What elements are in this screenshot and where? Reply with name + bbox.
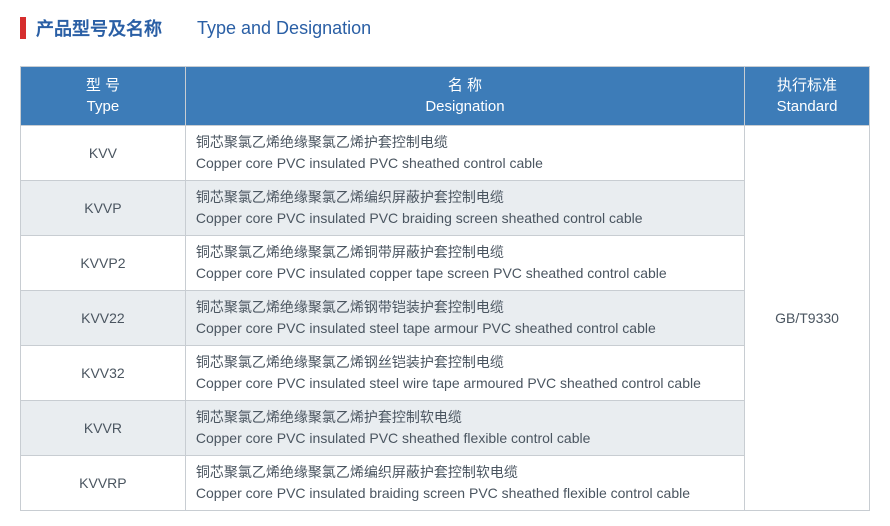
desig-en: Copper core PVC insulated PVC braiding s… <box>196 210 643 226</box>
heading-cn: 产品型号及名称 <box>36 15 162 41</box>
cell-type: KVVP <box>21 181 186 236</box>
header-std-cn: 执行标准 <box>777 77 837 94</box>
header-desig-cn: 名 称 <box>448 77 482 94</box>
table-row: KVVP 铜芯聚氯乙烯绝缘聚氯乙烯编织屏蔽护套控制电缆 Copper core PV… <box>21 181 870 236</box>
header-row: 型 号 Type 名 称 Designation 执行标准 Standard <box>21 67 870 126</box>
desig-cn: 铜芯聚氯乙烯绝缘聚氯乙烯护套控制软电缆 <box>196 409 462 425</box>
header-designation: 名 称 Designation <box>185 67 744 126</box>
desig-cn: 铜芯聚氯乙烯绝缘聚氯乙烯钢带铠装护套控制电缆 <box>196 299 504 315</box>
desig-cn: 铜芯聚氯乙烯绝缘聚氯乙烯编织屏蔽护套控制软电缆 <box>196 464 518 480</box>
header-std-en: Standard <box>777 98 838 115</box>
heading-en: Type and Designation <box>197 18 371 39</box>
cell-designation: 铜芯聚氯乙烯绝缘聚氯乙烯编织屏蔽护套控制电缆 Copper core PVC in… <box>185 181 744 236</box>
cell-type: KVVRP <box>21 456 186 511</box>
cell-type: KVV22 <box>21 291 186 346</box>
spec-table: 型 号 Type 名 称 Designation 执行标准 Standard K… <box>20 66 870 511</box>
table-row: KVV32 铜芯聚氯乙烯绝缘聚氯乙烯钢丝铠装护套控制电缆 Copper core P… <box>21 346 870 401</box>
cell-designation: 铜芯聚氯乙烯绝缘聚氯乙烯护套控制软电缆 Copper core PVC insul… <box>185 401 744 456</box>
table-row: KVVRP 铜芯聚氯乙烯绝缘聚氯乙烯编织屏蔽护套控制软电缆 Copper core … <box>21 456 870 511</box>
table-row: KVVP2 铜芯聚氯乙烯绝缘聚氯乙烯铜带屏蔽护套控制电缆 Copper core P… <box>21 236 870 291</box>
cell-type: KVV32 <box>21 346 186 401</box>
desig-en: Copper core PVC insulated steel wire tap… <box>196 375 701 391</box>
cell-type: KVV <box>21 126 186 181</box>
header-standard: 执行标准 Standard <box>745 67 870 126</box>
desig-en: Copper core PVC insulated PVC sheathed f… <box>196 430 591 446</box>
cell-type: KVVR <box>21 401 186 456</box>
table-row: KVV 铜芯聚氯乙烯绝缘聚氯乙烯护套控制电缆 Copper core PVC ins… <box>21 126 870 181</box>
desig-cn: 铜芯聚氯乙烯绝缘聚氯乙烯护套控制电缆 <box>196 134 448 150</box>
header-type-cn: 型 号 <box>86 77 120 94</box>
cell-type: KVVP2 <box>21 236 186 291</box>
table-body: KVV 铜芯聚氯乙烯绝缘聚氯乙烯护套控制电缆 Copper core PVC ins… <box>21 126 870 511</box>
desig-en: Copper core PVC insulated PVC sheathed c… <box>196 155 543 171</box>
cell-designation: 铜芯聚氯乙烯绝缘聚氯乙烯护套控制电缆 Copper core PVC insula… <box>185 126 744 181</box>
desig-en: Copper core PVC insulated steel tape arm… <box>196 320 656 336</box>
cell-designation: 铜芯聚氯乙烯绝缘聚氯乙烯钢带铠装护套控制电缆 Copper core PVC in… <box>185 291 744 346</box>
header-type-en: Type <box>87 98 120 115</box>
cell-designation: 铜芯聚氯乙烯绝缘聚氯乙烯编织屏蔽护套控制软电缆 Copper core PVC i… <box>185 456 744 511</box>
desig-en: Copper core PVC insulated copper tape sc… <box>196 265 667 281</box>
table-row: KVVR 铜芯聚氯乙烯绝缘聚氯乙烯护套控制软电缆 Copper core PVC i… <box>21 401 870 456</box>
table-row: KVV22 铜芯聚氯乙烯绝缘聚氯乙烯钢带铠装护套控制电缆 Copper core P… <box>21 291 870 346</box>
header-desig-en: Designation <box>425 98 504 115</box>
desig-cn: 铜芯聚氯乙烯绝缘聚氯乙烯编织屏蔽护套控制电缆 <box>196 189 504 205</box>
accent-bar <box>20 17 26 39</box>
header-type: 型 号 Type <box>21 67 186 126</box>
desig-cn: 铜芯聚氯乙烯绝缘聚氯乙烯铜带屏蔽护套控制电缆 <box>196 244 504 260</box>
desig-en: Copper core PVC insulated braiding scree… <box>196 485 690 501</box>
cell-designation: 铜芯聚氯乙烯绝缘聚氯乙烯铜带屏蔽护套控制电缆 Copper core PVC in… <box>185 236 744 291</box>
cell-standard: GB/T9330 <box>745 126 870 511</box>
cell-designation: 铜芯聚氯乙烯绝缘聚氯乙烯钢丝铠装护套控制电缆 Copper core PVC in… <box>185 346 744 401</box>
desig-cn: 铜芯聚氯乙烯绝缘聚氯乙烯钢丝铠装护套控制电缆 <box>196 354 504 370</box>
page-heading: 产品型号及名称 Type and Designation <box>20 15 870 41</box>
